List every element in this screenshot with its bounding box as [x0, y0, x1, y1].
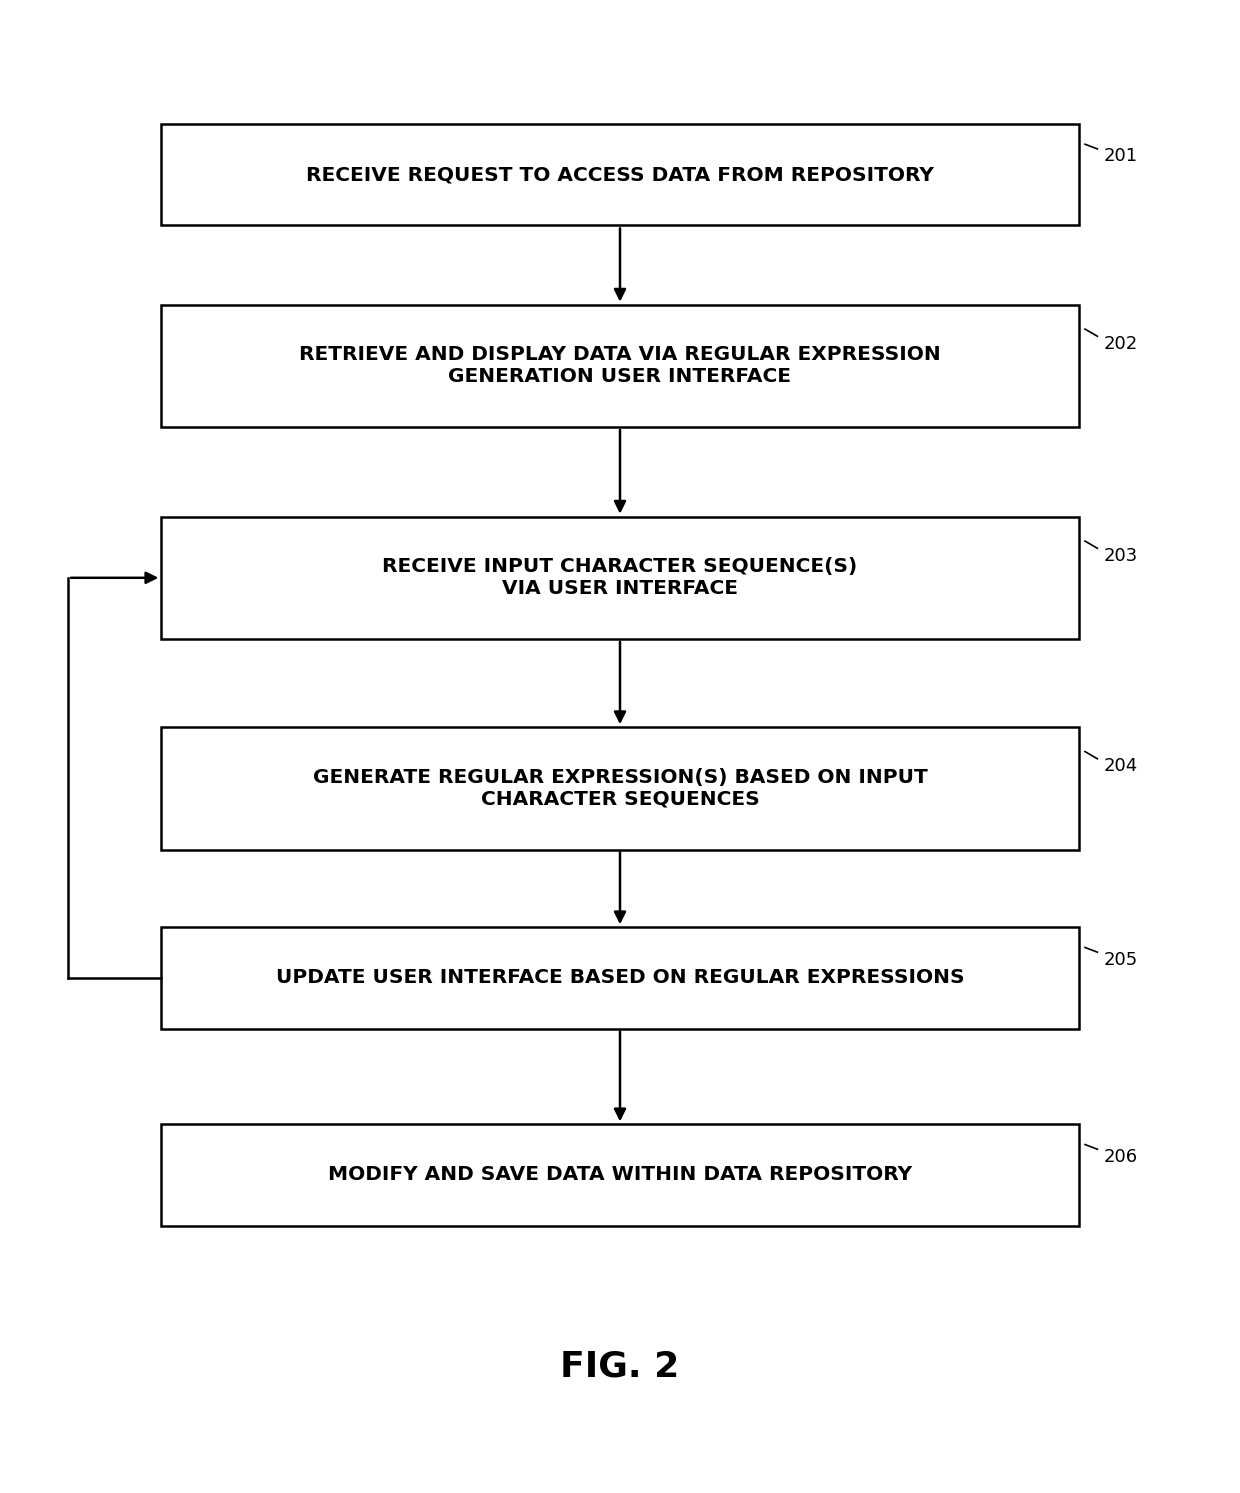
Text: MODIFY AND SAVE DATA WITHIN DATA REPOSITORY: MODIFY AND SAVE DATA WITHIN DATA REPOSIT…: [327, 1166, 913, 1184]
Bar: [161, 927, 1079, 1029]
Bar: [161, 1124, 1079, 1226]
Text: FIG. 2: FIG. 2: [560, 1350, 680, 1383]
Bar: [161, 305, 1079, 427]
Bar: [161, 124, 1079, 225]
Bar: [161, 727, 1079, 850]
Text: UPDATE USER INTERFACE BASED ON REGULAR EXPRESSIONS: UPDATE USER INTERFACE BASED ON REGULAR E…: [275, 969, 965, 987]
Text: GENERATE REGULAR EXPRESSION(S) BASED ON INPUT
CHARACTER SEQUENCES: GENERATE REGULAR EXPRESSION(S) BASED ON …: [312, 767, 928, 809]
Text: 206: 206: [1104, 1148, 1138, 1166]
Text: 202: 202: [1104, 334, 1138, 352]
Text: RETRIEVE AND DISPLAY DATA VIA REGULAR EXPRESSION
GENERATION USER INTERFACE: RETRIEVE AND DISPLAY DATA VIA REGULAR EX…: [299, 345, 941, 387]
Bar: [161, 517, 1079, 639]
Text: 203: 203: [1104, 546, 1138, 564]
Text: RECEIVE INPUT CHARACTER SEQUENCE(S)
VIA USER INTERFACE: RECEIVE INPUT CHARACTER SEQUENCE(S) VIA …: [382, 557, 858, 599]
Text: 201: 201: [1104, 148, 1138, 166]
Text: 204: 204: [1104, 757, 1138, 775]
Text: RECEIVE REQUEST TO ACCESS DATA FROM REPOSITORY: RECEIVE REQUEST TO ACCESS DATA FROM REPO…: [306, 166, 934, 184]
Text: 205: 205: [1104, 951, 1138, 969]
